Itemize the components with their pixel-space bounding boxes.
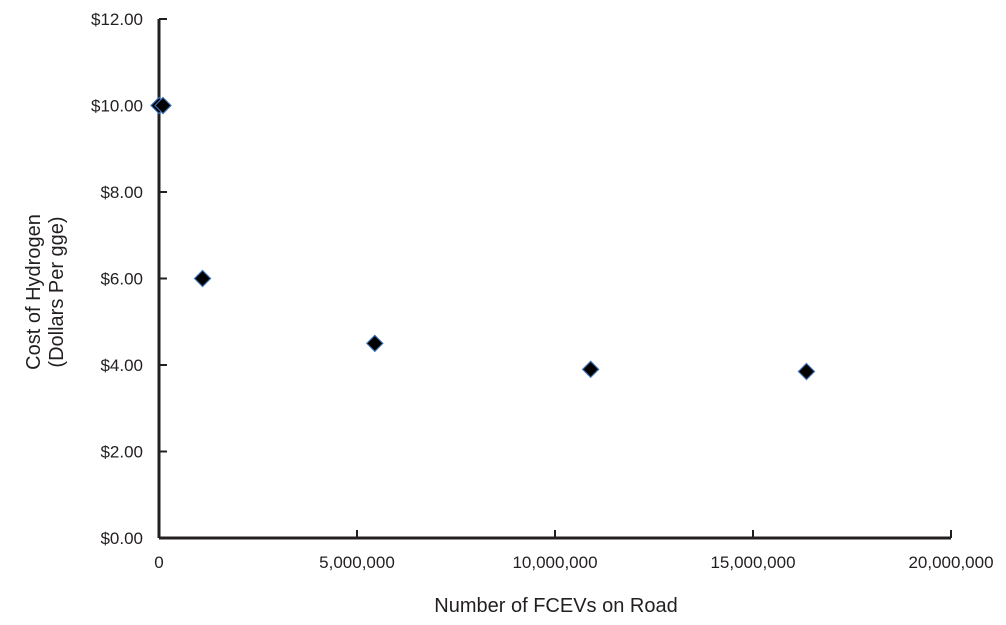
data-point (154, 96, 172, 115)
data-point (365, 334, 384, 353)
x-axis-title: Number of FCEVs on Road (434, 595, 677, 617)
y-tick-label: $10.00 (91, 97, 143, 116)
data-point (797, 362, 816, 381)
x-axis-ticks: 0 5,000,000 10,000,000 15,000,000 20,000,000 (154, 530, 994, 572)
y-tick-label: $6.00 (100, 270, 143, 289)
x-tick-label: 5,000,000 (319, 553, 395, 572)
y-axis-title-line-1: Cost of Hydrogen (23, 214, 45, 370)
y-axis-title: Cost of Hydrogen (Dollars Per gge) (23, 214, 68, 370)
data-points (150, 96, 816, 381)
y-tick-label: $2.00 (100, 443, 143, 462)
data-point (581, 360, 600, 379)
y-tick-label: $12.00 (91, 10, 143, 29)
x-tick-label: 10,000,000 (512, 553, 597, 572)
axes (157, 19, 951, 540)
y-tick-label: $0.00 (100, 529, 143, 548)
x-tick-label: 15,000,000 (710, 553, 795, 572)
x-tick-label: 0 (154, 553, 163, 572)
y-axis-ticks: $0.00 $2.00 $4.00 $6.00 $8.00 $10.00 $12.00 (91, 10, 167, 548)
y-axis-title-line-2: (Dollars Per gge) (46, 216, 68, 367)
x-tick-label: 20,000,000 (908, 553, 993, 572)
data-point (193, 269, 212, 288)
y-tick-label: $4.00 (100, 356, 143, 375)
y-tick-label: $8.00 (100, 183, 143, 202)
